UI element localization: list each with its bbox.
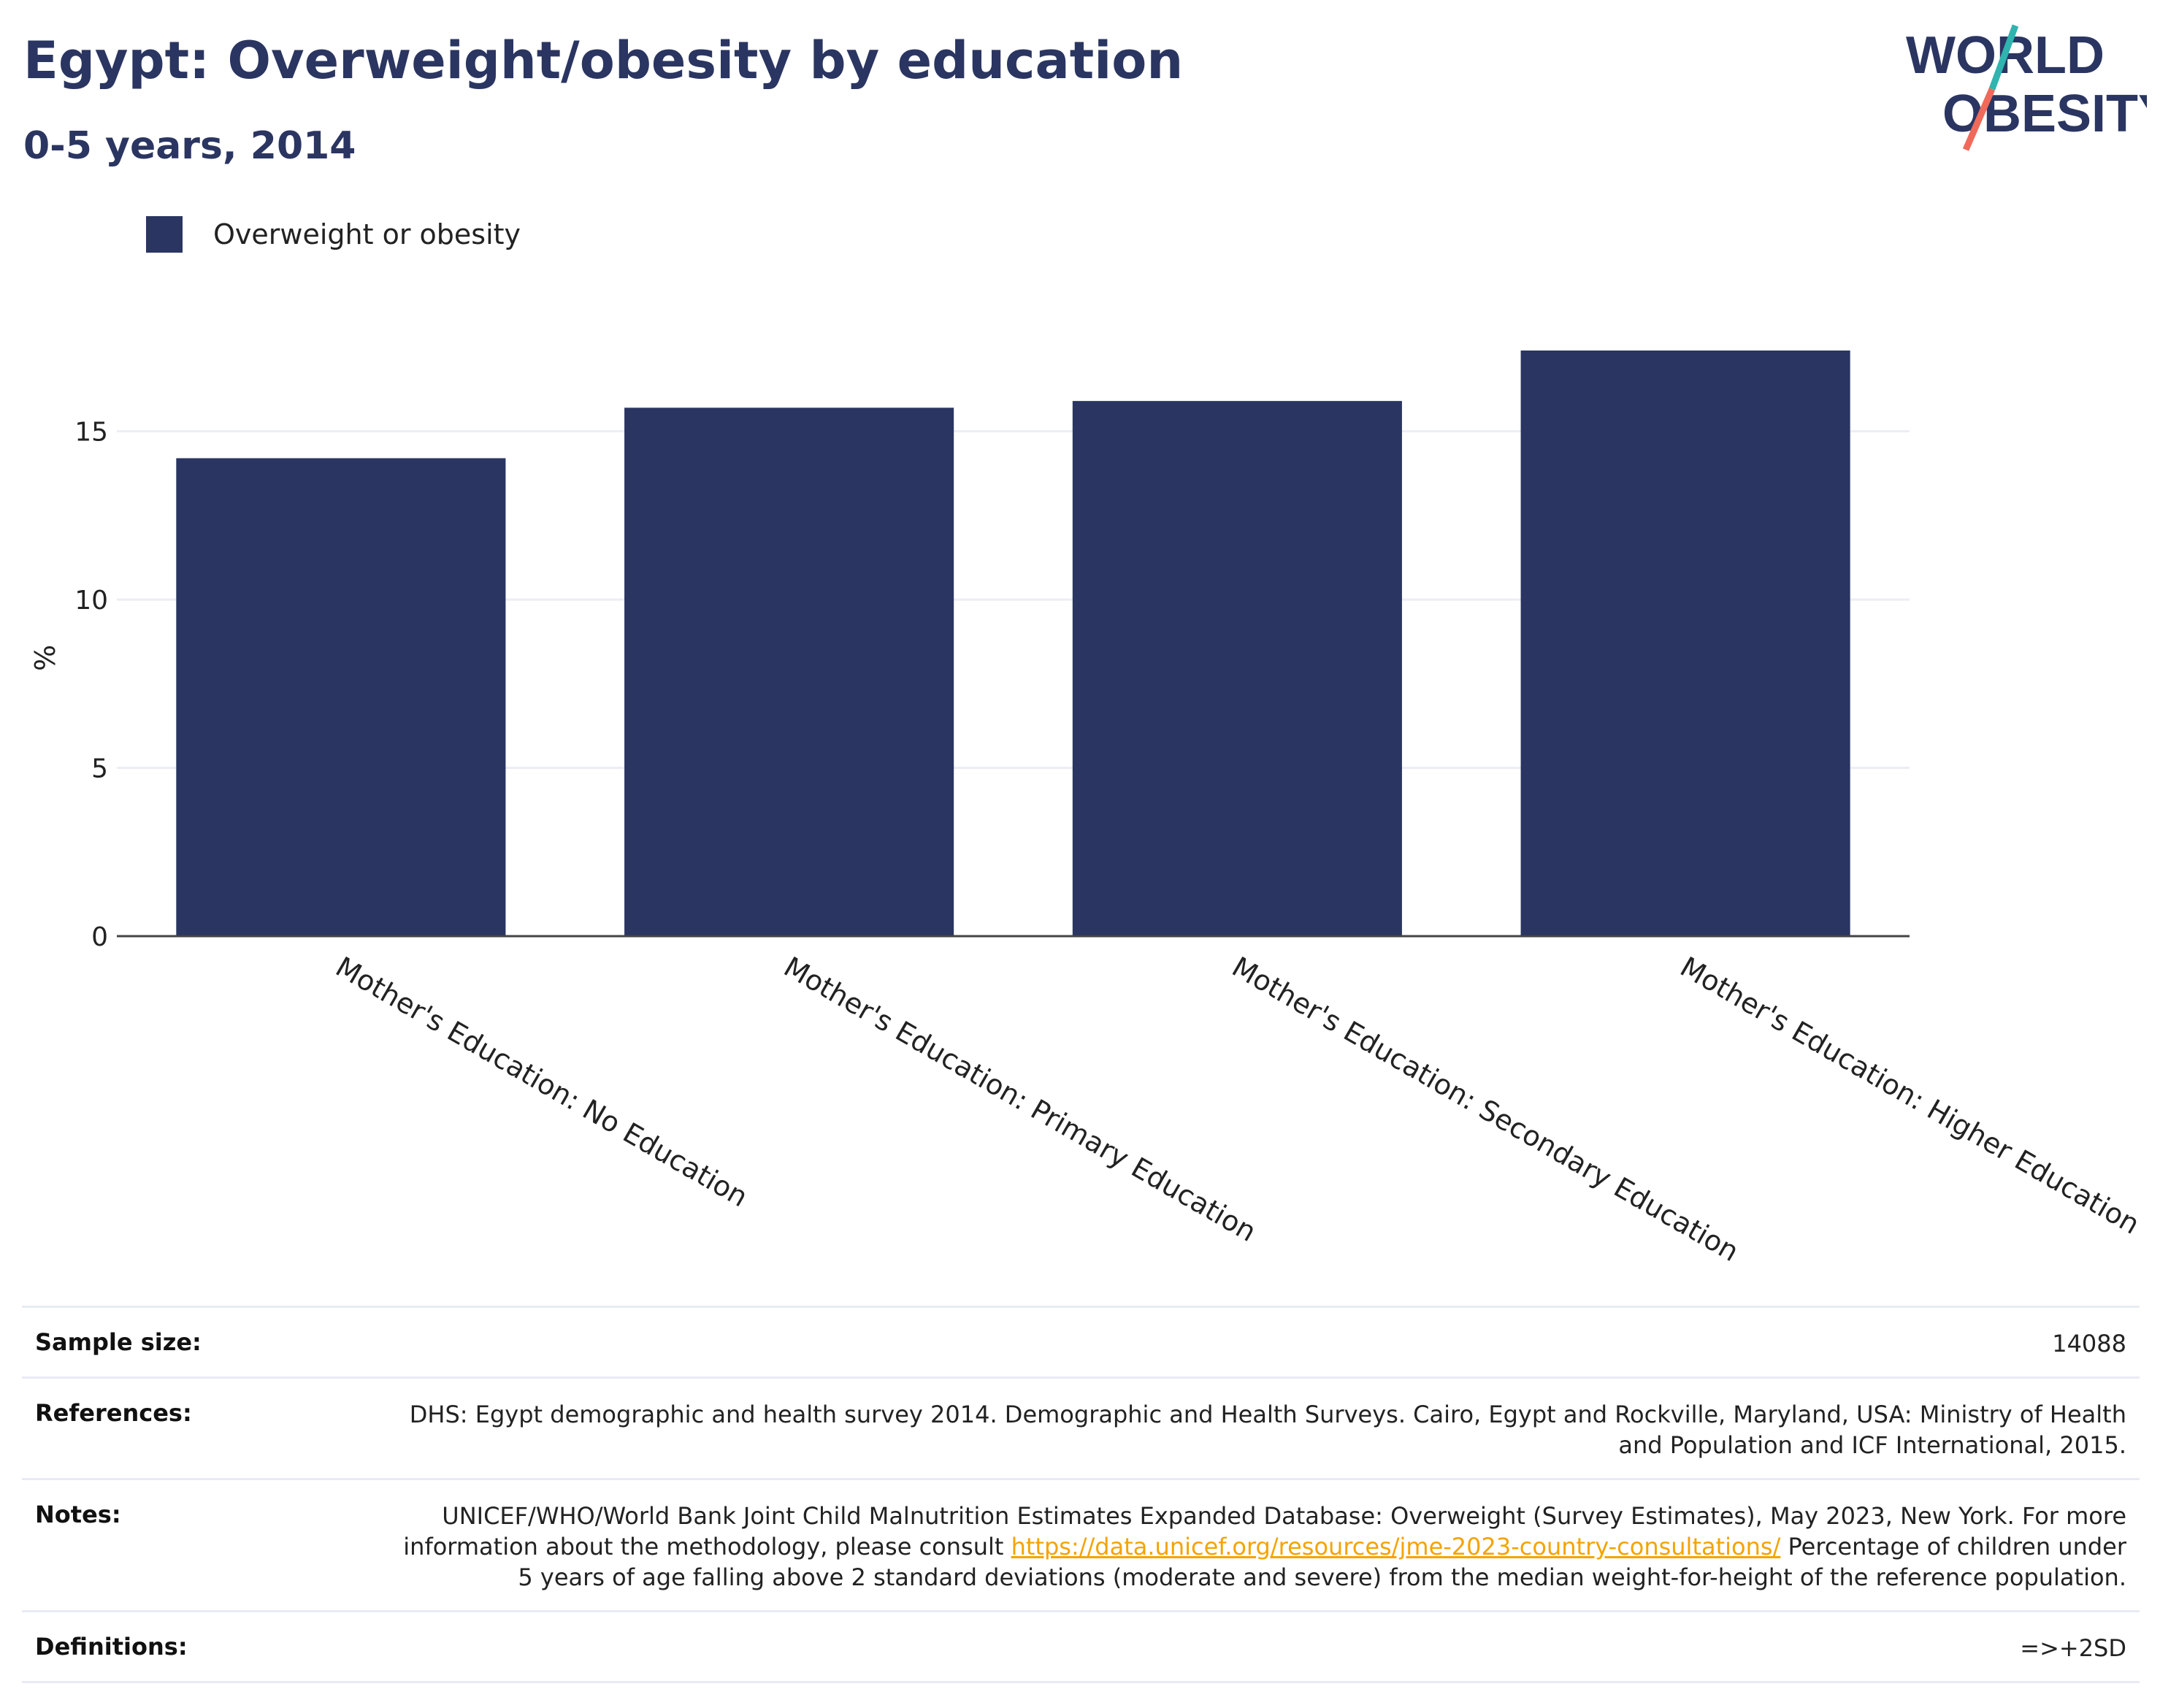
y-tick-label: 5 bbox=[91, 754, 108, 784]
x-tick-label: Mother's Education: No Education bbox=[330, 951, 753, 1214]
notes-row: Notes: UNICEF/WHO/World Bank Joint Child… bbox=[22, 1478, 2140, 1610]
definitions-label: Definitions: bbox=[35, 1633, 188, 1661]
world-obesity-logo: WORLD OBESITY bbox=[1906, 24, 2147, 151]
definitions-value: =>+2SD bbox=[2020, 1634, 2126, 1662]
y-tick-label: 0 bbox=[91, 922, 108, 952]
notes-value: UNICEF/WHO/World Bank Joint Child Malnut… bbox=[400, 1501, 2126, 1593]
x-tick-label: Mother's Education: Primary Education bbox=[778, 951, 1262, 1248]
definitions-row: Definitions: =>+2SD bbox=[22, 1610, 2140, 1683]
legend: Overweight or obesity bbox=[146, 216, 521, 253]
notes-text-2: Percentage of children under 5 years of … bbox=[518, 1533, 2126, 1591]
legend-label: Overweight or obesity bbox=[213, 218, 521, 250]
notes-text-1: UNICEF/WHO/World Bank Joint Child Malnut… bbox=[403, 1502, 2126, 1560]
references-value: DHS: Egypt demographic and health survey… bbox=[409, 1401, 2126, 1459]
notes-link[interactable]: https://data.unicef.org/resources/jme-20… bbox=[1011, 1533, 1781, 1560]
logo-line2: OBESITY bbox=[1942, 85, 2147, 143]
info-table: Sample size: 14088 References: DHS: Egyp… bbox=[22, 1306, 2140, 1683]
chart-title: Egypt: Overweight/obesity by education bbox=[23, 31, 1184, 91]
bar bbox=[1520, 351, 1850, 936]
bar bbox=[1072, 401, 1402, 936]
sample-size-row: Sample size: 14088 bbox=[22, 1306, 2140, 1376]
y-axis-label: % bbox=[29, 645, 61, 671]
logo-slash-coral bbox=[1962, 88, 1996, 151]
bar bbox=[624, 407, 954, 936]
x-tick-label: Mother's Education: Higher Education bbox=[1675, 951, 2145, 1241]
x-tick-label: Mother's Education: Secondary Education bbox=[1227, 951, 1745, 1268]
sample-size-label: Sample size: bbox=[35, 1328, 202, 1356]
chart-subtitle: 0-5 years, 2014 bbox=[23, 124, 356, 168]
logo-slash-teal bbox=[1988, 24, 2019, 91]
bar bbox=[176, 458, 506, 936]
references-row: References: DHS: Egypt demographic and h… bbox=[22, 1376, 2140, 1478]
references-label: References: bbox=[35, 1399, 192, 1427]
legend-swatch bbox=[146, 216, 183, 253]
y-tick-label: 15 bbox=[74, 418, 108, 448]
notes-label: Notes: bbox=[35, 1501, 121, 1528]
sample-size-value: 14088 bbox=[2052, 1330, 2126, 1357]
y-tick-label: 10 bbox=[74, 586, 108, 616]
